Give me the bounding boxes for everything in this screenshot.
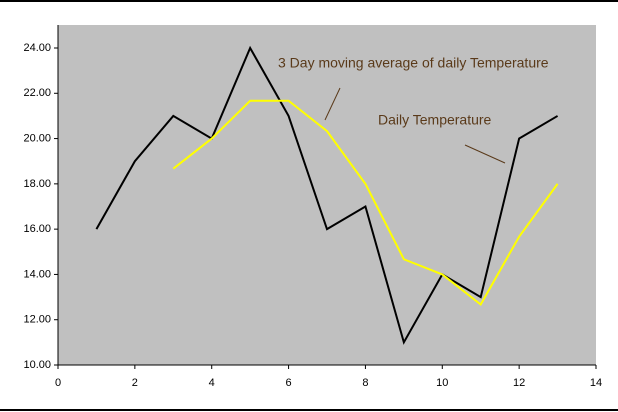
x-tick-label: 2: [132, 377, 138, 389]
y-tick-label: 16.00: [23, 223, 51, 235]
y-tick-label: 10.00: [23, 359, 51, 371]
y-tick-label: 14.00: [23, 268, 51, 280]
y-tick-label: 12.00: [23, 314, 51, 326]
x-tick-label: 4: [209, 377, 215, 389]
plot-area: [58, 25, 596, 365]
annotation: 3 Day moving average of daily Temperatur…: [278, 55, 549, 71]
x-tick-label: 0: [55, 377, 61, 389]
x-tick-label: 6: [286, 377, 292, 389]
x-tick-label: 8: [362, 377, 368, 389]
series-line: [172, 99, 559, 307]
x-tick-label: 10: [436, 377, 448, 389]
leader-line: [464, 144, 506, 164]
series-line: [95, 45, 559, 345]
annotation: Daily Temperature: [378, 112, 492, 128]
x-tick-label: 12: [513, 377, 525, 389]
y-tick-label: 22.00: [23, 87, 51, 99]
y-tick-label: 24.00: [23, 42, 51, 54]
x-tick-label: 14: [590, 377, 602, 389]
y-tick-label: 18.00: [23, 178, 51, 190]
leader-line: [324, 87, 341, 121]
y-tick-label: 20.00: [23, 132, 51, 144]
